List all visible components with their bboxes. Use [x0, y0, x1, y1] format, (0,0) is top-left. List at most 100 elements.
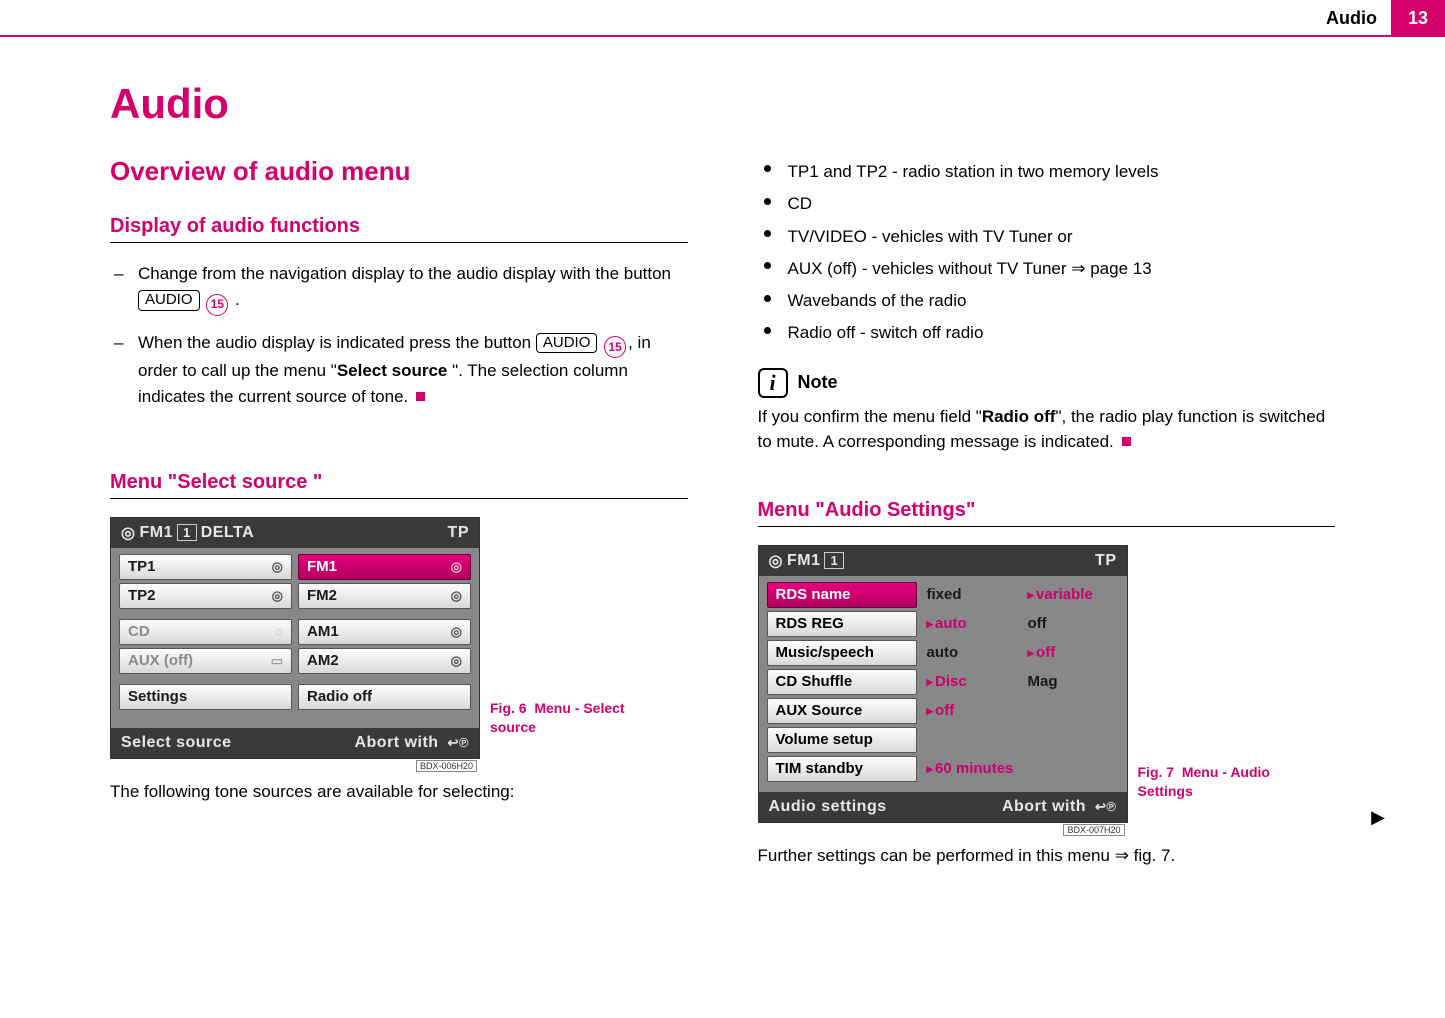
source-list: TP1 and TP2 - radio station in two memor… — [758, 156, 1336, 350]
header-section: Audio — [1326, 8, 1391, 29]
device-screenshot-audio-settings: FM1 1 TP RDS namefixedvariable RDS REGaut… — [758, 545, 1128, 823]
instruction-item: When the audio display is indicated pres… — [110, 330, 688, 411]
figure-6: FM1 1 DELTA TP TP1◎TP2◎CD◌AUX (off)▭Sett… — [110, 517, 688, 759]
setting-option[interactable]: auto — [921, 640, 1018, 666]
radio-icon — [121, 523, 139, 543]
figure-caption: Fig. 6 Menu - Select source — [490, 699, 630, 759]
setting-option[interactable]: off — [1022, 611, 1119, 637]
menu-item[interactable]: AUX (off)▭ — [119, 648, 292, 674]
setting-label: TIM standby — [767, 756, 917, 782]
subsection-heading: Menu "Audio Settings" — [758, 499, 1336, 527]
menu-item[interactable]: FM2◎ — [298, 583, 471, 609]
setting-option[interactable]: auto — [921, 611, 1018, 637]
radio-icon — [769, 551, 787, 571]
setting-label: AUX Source — [767, 698, 917, 724]
item-type-icon: ▭ — [271, 653, 283, 669]
item-type-icon: ◎ — [451, 653, 462, 669]
setting-option — [1022, 727, 1119, 753]
subsection-heading: Menu "Select source " — [110, 471, 688, 499]
device-screenshot-select-source: FM1 1 DELTA TP TP1◎TP2◎CD◌AUX (off)▭Sett… — [110, 517, 480, 759]
settings-row[interactable]: Volume setup — [767, 727, 1119, 753]
settings-row[interactable]: RDS namefixedvariable — [767, 582, 1119, 608]
end-of-paragraph-icon — [416, 392, 425, 401]
next-page-arrow-icon[interactable]: ▶ — [1371, 807, 1385, 828]
setting-label: Music/speech — [767, 640, 917, 666]
header-rule — [0, 35, 1445, 37]
setting-option — [1022, 698, 1119, 724]
item-type-icon: ◎ — [451, 588, 462, 604]
subsection-heading: Display of audio functions — [110, 215, 688, 243]
ref-marker-15: 15 — [206, 294, 228, 316]
instruction-item: Change from the navigation display to th… — [110, 261, 688, 316]
setting-option[interactable]: Mag — [1022, 669, 1119, 695]
settings-row[interactable]: TIM standby60 minutes — [767, 756, 1119, 782]
source-list-item: CD — [758, 188, 1336, 220]
setting-option[interactable]: off — [921, 698, 1018, 724]
menu-item[interactable]: Settings — [119, 684, 292, 710]
setting-label: RDS name — [767, 582, 917, 608]
device-menu-grid: TP1◎ TP2◎ CD◌ AUX (off)▭ Settings FM1◎ FM2◎ AM1… — [111, 548, 479, 728]
page-number: 13 — [1391, 0, 1445, 36]
page-body: Audio Overview of audio menu Display of … — [110, 80, 1335, 978]
menu-item[interactable]: CD◌ — [119, 619, 292, 645]
menu-item[interactable]: AM2◎ — [298, 648, 471, 674]
instruction-list: Change from the navigation display to th… — [110, 261, 688, 411]
preset-number: 1 — [177, 524, 197, 541]
footer-abort-label: Abort with — [354, 734, 438, 751]
footer-title: Audio settings — [769, 798, 887, 816]
band-label: FM1 — [787, 552, 821, 570]
source-list-item: AUX (off) - vehicles without TV Tuner ⇒ … — [758, 253, 1336, 285]
preset-number: 1 — [824, 552, 844, 569]
band-label: FM1 — [139, 524, 173, 542]
tp-indicator: TP — [448, 524, 469, 542]
page-header: Audio 13 — [0, 0, 1445, 36]
device-titlebar: FM1 1 TP — [759, 546, 1127, 576]
setting-label: Volume setup — [767, 727, 917, 753]
setting-option[interactable]: variable — [1022, 582, 1119, 608]
figure-7: FM1 1 TP RDS namefixedvariable RDS REGaut… — [758, 545, 1336, 823]
section-heading: Overview of audio menu — [110, 156, 688, 187]
source-list-item: TV/VIDEO - vehicles with TV Tuner or — [758, 221, 1336, 253]
paragraph: Further settings can be performed in thi… — [758, 843, 1336, 869]
note-body: If you confirm the menu field "Radio off… — [758, 404, 1336, 455]
item-type-icon: ◎ — [272, 559, 283, 575]
end-of-paragraph-icon — [1122, 437, 1131, 446]
settings-row[interactable]: RDS REGautooff — [767, 611, 1119, 637]
item-type-icon: ◌ — [275, 624, 283, 639]
setting-label: RDS REG — [767, 611, 917, 637]
menu-item[interactable]: AM1◎ — [298, 619, 471, 645]
setting-option[interactable]: off — [1022, 640, 1119, 666]
hardware-button-audio: AUDIO — [138, 290, 200, 311]
settings-row[interactable]: AUX Sourceoff — [767, 698, 1119, 724]
tp-indicator: TP — [1095, 552, 1116, 570]
menu-item[interactable]: FM1◎ — [298, 554, 471, 580]
station-name: DELTA — [201, 524, 254, 542]
device-titlebar: FM1 1 DELTA TP — [111, 518, 479, 548]
device-footer: Audio settings Abort with ↩℗ BDX-007H20 — [759, 792, 1127, 822]
source-list-item: TP1 and TP2 - radio station in two memor… — [758, 156, 1336, 188]
figure-caption: Fig. 7 Menu - Audio Settings — [1138, 763, 1278, 823]
settings-row[interactable]: Music/speechautooff — [767, 640, 1119, 666]
menu-item[interactable]: Radio off — [298, 684, 471, 710]
page-title: Audio — [110, 80, 1335, 128]
device-settings-list: RDS namefixedvariableRDS REGautooffMusic… — [759, 576, 1127, 792]
device-footer: Select source Abort with ↩℗ BDX-006H20 — [111, 728, 479, 758]
setting-option[interactable]: Disc — [921, 669, 1018, 695]
settings-row[interactable]: CD ShuffleDiscMag — [767, 669, 1119, 695]
footer-abort-label: Abort with — [1002, 798, 1086, 815]
item-type-icon: ◎ — [451, 624, 462, 640]
left-column: Overview of audio menu Display of audio … — [110, 156, 688, 868]
source-list-item: Radio off - switch off radio — [758, 317, 1336, 349]
menu-item[interactable]: TP1◎ — [119, 554, 292, 580]
cross-ref-link[interactable]: ⇒ fig. 7 — [1115, 846, 1171, 865]
setting-option — [921, 727, 1018, 753]
ref-marker-15: 15 — [604, 336, 626, 358]
menu-item[interactable]: TP2◎ — [119, 583, 292, 609]
setting-option[interactable]: fixed — [921, 582, 1018, 608]
note-label: Note — [798, 372, 838, 393]
return-icon: ↩℗ — [448, 735, 469, 751]
setting-option[interactable]: 60 minutes — [921, 756, 1119, 782]
right-column: TP1 and TP2 - radio station in two memor… — [758, 156, 1336, 868]
info-icon: i — [758, 368, 788, 398]
item-type-icon: ◎ — [451, 559, 462, 575]
